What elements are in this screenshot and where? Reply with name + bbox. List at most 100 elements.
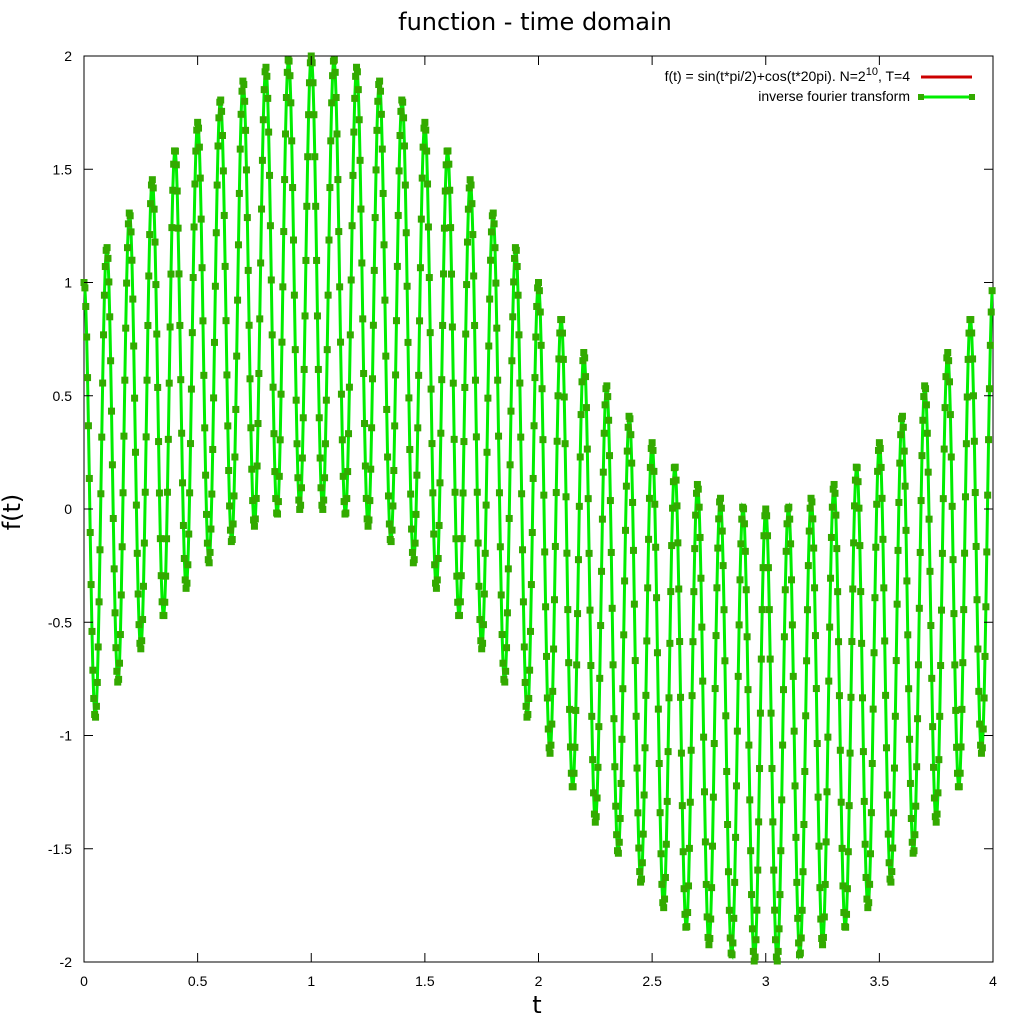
series-ift-point xyxy=(706,935,714,942)
series-ift-point xyxy=(389,502,397,510)
chart-title: function - time domain xyxy=(398,8,672,36)
series-ift-point xyxy=(583,445,591,453)
series-ift-point xyxy=(333,130,341,138)
series-ift-point xyxy=(831,489,839,497)
series-ift-point xyxy=(930,763,938,771)
series-ift-point xyxy=(972,542,980,550)
series-ift-point xyxy=(357,205,365,213)
series-ift-point xyxy=(342,509,350,517)
series-ift-point xyxy=(632,712,640,720)
series-ift-point xyxy=(247,424,255,432)
series-ift-point xyxy=(183,579,191,587)
series-ift-point xyxy=(291,346,299,354)
series-ift-point xyxy=(211,282,219,290)
series-ift-point xyxy=(512,246,520,254)
series-ift-point xyxy=(218,107,226,115)
series-ift-point xyxy=(463,238,471,246)
series-ift-point xyxy=(88,627,96,635)
series-ift-point xyxy=(861,840,869,848)
series-ift-point xyxy=(962,440,970,448)
series-ift-point xyxy=(169,186,177,194)
series-ift-point xyxy=(932,818,940,826)
series-ift-point xyxy=(780,633,788,641)
series-ift-point xyxy=(474,539,482,547)
series-ift-point xyxy=(916,548,924,556)
series-ift-point xyxy=(450,435,458,443)
series-ift-point xyxy=(659,899,667,907)
series-ift-point xyxy=(941,404,949,412)
series-ift-point xyxy=(148,176,156,184)
series-ift-point xyxy=(745,741,753,749)
series-ift-point xyxy=(323,346,331,354)
series-ift-point xyxy=(810,544,818,552)
series-ift-point xyxy=(383,405,391,413)
series-ift-point xyxy=(980,694,988,702)
series-ift-point xyxy=(956,769,964,777)
series-ift-point xyxy=(688,692,696,700)
series-ift-point xyxy=(542,652,550,660)
series-ift-point xyxy=(456,611,463,619)
series-ift-point xyxy=(131,394,139,402)
series-ift-point xyxy=(439,321,447,329)
series-ift-point xyxy=(724,868,732,876)
series-ift-point xyxy=(150,205,158,213)
series-ift-point xyxy=(599,468,607,476)
series-ift-point xyxy=(240,81,248,89)
series-ift-point xyxy=(483,448,491,456)
series-ift-point xyxy=(731,878,739,886)
series-ift-point xyxy=(365,516,373,524)
series-ift-point xyxy=(128,256,136,264)
series-ift-point xyxy=(905,685,913,693)
series-ift-point xyxy=(853,464,861,472)
series-ift-point xyxy=(788,621,796,629)
series-ift-point xyxy=(971,489,979,497)
series-ift-point xyxy=(346,331,354,339)
series-ift-point xyxy=(577,411,585,419)
series-ift-point xyxy=(92,702,100,710)
legend-label-function-exponent: 10 xyxy=(866,66,878,78)
series-ift-point xyxy=(473,488,481,496)
series-ift-point xyxy=(254,420,262,428)
series-ift-point xyxy=(486,295,494,303)
series-ift-point xyxy=(96,546,104,554)
series-ift-point xyxy=(205,559,213,567)
series-ift-point xyxy=(246,375,254,383)
series-ift-point xyxy=(662,840,670,848)
series-ift-point xyxy=(180,555,188,563)
series-ift-point xyxy=(440,270,448,278)
series-ift-point xyxy=(950,610,958,618)
series-ift-point xyxy=(760,532,768,540)
series-ift-point xyxy=(927,622,935,630)
series-ift-point xyxy=(300,365,308,373)
series-ift-point xyxy=(179,479,187,487)
series-ift-point xyxy=(548,720,556,728)
series-ift-point xyxy=(309,79,317,87)
series-ift-point xyxy=(214,142,222,150)
series-ift-point xyxy=(259,116,267,124)
series-ift-point xyxy=(213,181,221,189)
series-ift-point xyxy=(674,539,682,547)
series-ift-point xyxy=(476,616,484,624)
series-ift-point xyxy=(865,899,873,907)
series-ift-point xyxy=(982,603,990,611)
series-ift-point xyxy=(111,609,119,617)
series-ift-point xyxy=(382,352,390,360)
series-ift-point xyxy=(858,639,866,647)
series-ift-point xyxy=(624,423,632,431)
series-ift-point xyxy=(496,543,504,551)
series-ift-point xyxy=(414,424,422,432)
series-ift-point xyxy=(479,639,487,647)
series-ift-point xyxy=(86,529,94,537)
series-ift-point xyxy=(278,338,286,346)
series-ift-point xyxy=(702,880,710,888)
series-ift-point xyxy=(116,631,124,639)
series-ift-point xyxy=(736,576,744,584)
series-ift-point xyxy=(124,220,132,228)
series-ift-point xyxy=(587,662,595,670)
series-ift-point xyxy=(687,746,695,754)
series-ift-point xyxy=(880,584,888,592)
series-ift-point xyxy=(337,390,345,398)
series-ift-point xyxy=(809,515,817,523)
series-ift-point xyxy=(133,549,141,557)
